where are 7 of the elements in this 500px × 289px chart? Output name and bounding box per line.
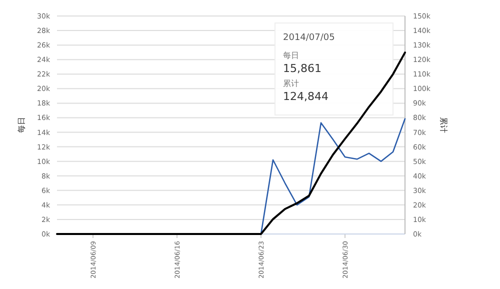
annotation: 124,844 (283, 90, 328, 103)
annotation: 累计 (283, 79, 299, 88)
y-axis-title: 每日 (17, 117, 26, 133)
y2-axis-title: 累计 (439, 117, 448, 133)
annotation: 每日 (283, 51, 299, 60)
annotation: 15,861 (283, 62, 322, 75)
annotation: 2014/07/05 (283, 33, 335, 43)
